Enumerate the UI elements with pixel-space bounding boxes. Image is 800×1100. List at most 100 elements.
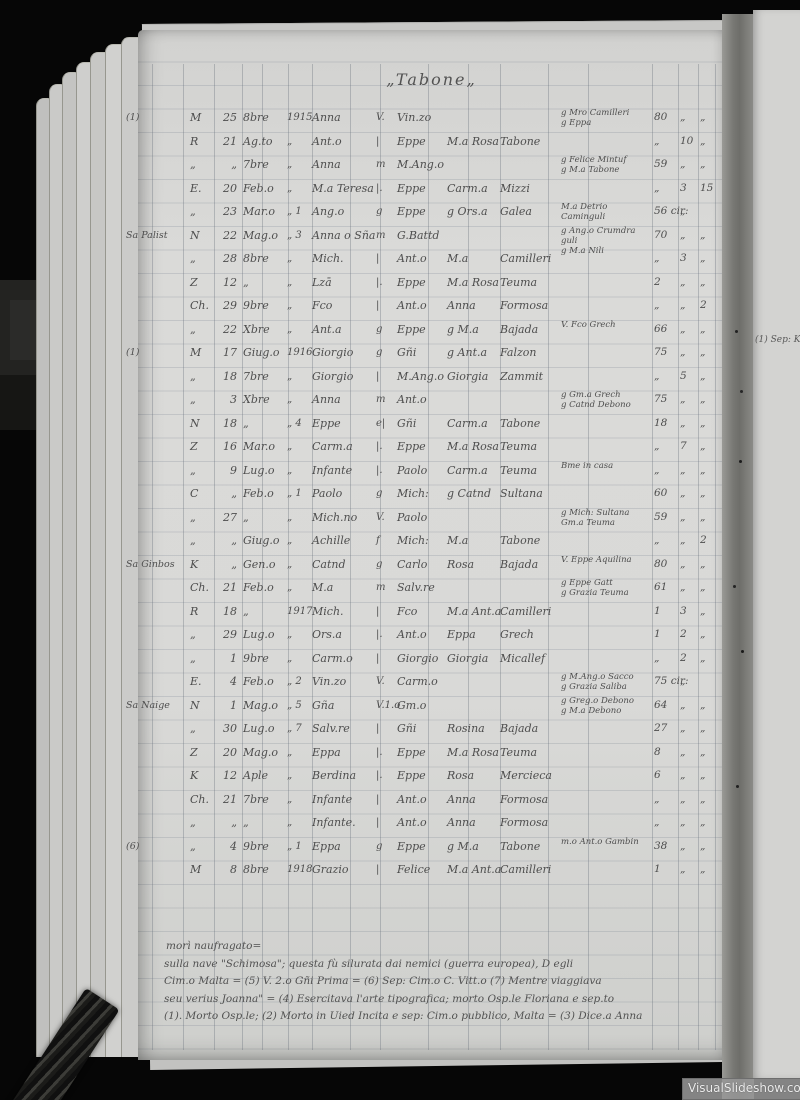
cell-letter: „ — [190, 534, 196, 547]
cell-a2: „ — [680, 158, 686, 170]
cell-month: „ — [243, 275, 249, 289]
cell-a3: „ — [700, 252, 706, 264]
cell-a3: „ — [700, 111, 706, 123]
cell-rel: |. — [376, 182, 383, 194]
cell-name: M.a — [312, 581, 334, 594]
cell-surname: Zammit — [500, 369, 544, 383]
cell-a3: „ — [700, 463, 706, 476]
cell-father: Eppe — [397, 205, 426, 218]
cell-a1: „ — [654, 440, 660, 452]
cell-rel: V.1.o — [376, 699, 401, 711]
cell-month: 9bre — [243, 651, 269, 665]
cell-a3: „ — [700, 158, 706, 170]
cell-father: Eppe — [397, 322, 426, 336]
cell-name: Eppa — [312, 745, 341, 759]
cell-a3: „ — [700, 792, 706, 805]
cell-rel: | — [376, 793, 380, 805]
cell-father: Ant.o — [397, 628, 427, 641]
cell-surname: Tabone — [500, 134, 541, 148]
cell-name: Salv.re — [312, 722, 350, 735]
cell-day: 30 — [223, 722, 237, 735]
cell-month: 7bre — [243, 792, 269, 806]
cell-a1: „ — [654, 816, 660, 828]
watermark-link[interactable]: VisualSlideshow.com — [682, 1078, 800, 1100]
cell-name: Anna — [312, 393, 341, 406]
cell-a3: „ — [700, 440, 706, 452]
table-row: „ „ Giug.o „ Achille f Mich: M.a Tabone „ „ 2 — [124, 529, 724, 553]
cell-rel: m — [376, 582, 386, 593]
cell-a2: „ — [680, 581, 686, 593]
cell-note — [124, 177, 186, 201]
cell-a1: „ — [654, 369, 660, 382]
cell-year: „ — [287, 746, 293, 758]
cell-year: „ — [287, 323, 293, 335]
cell-month: Mar.o — [243, 440, 275, 453]
cell-month: Lug.o — [243, 463, 275, 477]
table-row: „ 23 Mar.o „ 1 Ang.o g Eppe g Ors.a Galea M.a Det… — [124, 200, 724, 224]
cell-a1: 60 — [654, 487, 668, 499]
cell-mother: Eppa — [447, 628, 476, 641]
cell-name: Mich. — [312, 252, 344, 265]
table-row: „ „ 7bre „ Anna m M.Ang.o g Felice Mintuf g M.a… — [124, 153, 724, 177]
cell-notes: g Greg.o Debono g M.a Debono — [561, 695, 634, 716]
cell-father: G.Battd — [397, 228, 440, 242]
column-rule-line — [242, 64, 243, 1050]
cell-a1: „ — [654, 792, 660, 805]
cell-month: „ — [243, 604, 249, 618]
cell-letter: „ — [190, 628, 196, 641]
table-row: „ „ „ „ Infante. | Ant.o Anna Formosa „ „ „ — [124, 811, 724, 835]
cell-notes — [558, 271, 650, 295]
column-rule-line — [698, 64, 699, 1050]
cell-a2: „ — [680, 393, 686, 405]
cell-letter: „ — [190, 463, 196, 477]
cell-notes — [558, 365, 650, 389]
cell-a2: „ — [680, 510, 686, 523]
cell-father: Mich: — [397, 534, 429, 547]
cell-rel: m — [376, 229, 386, 241]
cell-year: „ — [287, 582, 293, 593]
cell-rel: | — [376, 300, 380, 311]
cell-month: Feb.o — [243, 487, 274, 500]
cell-surname: Formosa — [500, 816, 549, 829]
cell-mother: Carm.a — [447, 181, 488, 195]
cell-father: Paolo — [397, 463, 428, 477]
cell-note: (6) — [126, 840, 140, 852]
cell-day: 20 — [223, 745, 237, 759]
cell-a2: 10 — [680, 134, 694, 147]
footnote-line: (1). Morto Osp.le; (2) Morto in Uied Inc… — [164, 1010, 643, 1022]
cell-letter: „ — [190, 158, 196, 171]
cell-rel: | — [376, 370, 380, 382]
cell-mother: M.a — [447, 252, 469, 265]
table-row: K 12 Aple „ Berdina |. Eppe Rosa Mercieca 6 „ „ — [124, 764, 724, 788]
cell-mother — [446, 576, 498, 600]
cell-notes: V. Eppe Aquilina — [561, 554, 632, 565]
cell-a1: „ — [654, 134, 660, 147]
cell-rel: g — [376, 347, 383, 358]
column-rule-line — [548, 64, 549, 1050]
cell-mother — [446, 153, 498, 177]
cell-name: Anna — [312, 158, 341, 171]
cell-name: Gña — [312, 698, 335, 712]
cell-month: Aple — [243, 769, 269, 782]
cell-name: Grazio — [312, 863, 349, 876]
page-title: „Tabone„ — [386, 70, 477, 89]
cell-a2: „ — [680, 346, 686, 358]
cell-surname: Micallef — [500, 651, 546, 665]
cell-mother: Anna — [447, 792, 476, 806]
cell-a3: „ — [700, 816, 706, 828]
cell-month: Lug.o — [243, 628, 275, 641]
cell-month: „ — [243, 816, 249, 829]
cell-a3: „ — [700, 134, 706, 147]
cell-name: Achille — [312, 534, 351, 547]
cell-notes — [558, 647, 650, 671]
cell-name: Mich.no — [312, 510, 358, 524]
cell-letter: „ — [190, 816, 196, 829]
cell-note — [124, 576, 186, 600]
cell-rel: | — [376, 817, 380, 828]
cell-a1: 6 — [654, 769, 661, 781]
cell-note — [124, 647, 186, 671]
cell-a2: 3 — [680, 181, 687, 194]
cell-surname: Camilleri — [500, 252, 552, 265]
cell-surname — [498, 694, 558, 718]
cell-a2: „ — [680, 792, 686, 805]
